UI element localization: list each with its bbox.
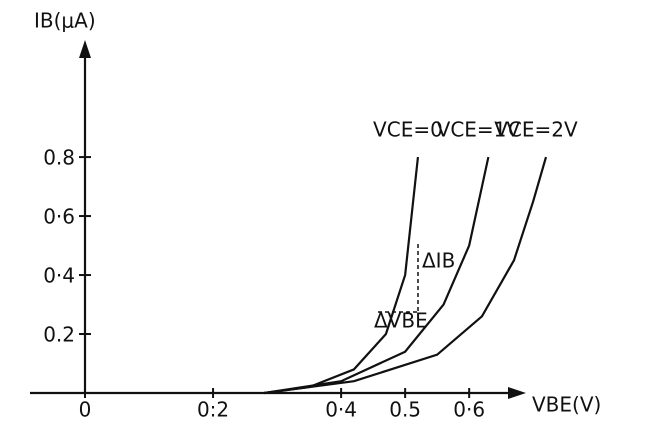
series-label: VCE=2V xyxy=(494,118,578,142)
y-tick-label: 0.8 xyxy=(43,146,75,170)
x-tick-label: 0·6 xyxy=(453,398,485,422)
y-axis-arrow xyxy=(79,40,91,58)
x-tick-label: 0:2 xyxy=(197,398,229,422)
x-tick-label: 0.5 xyxy=(389,398,421,422)
curve xyxy=(264,157,488,393)
y-tick-label: 0.2 xyxy=(43,323,75,347)
chart: IB(μA) VBE(V) ΔIB ΔVBE 0.2 0·4 0·6 0.8 0 0:2 0… xyxy=(0,0,645,429)
y-axis-label: IB(μA) xyxy=(34,9,96,33)
x-tick-label: 0·4 xyxy=(325,398,357,422)
x-axis-arrow xyxy=(508,387,526,399)
annotation: ΔIB xyxy=(422,249,455,273)
series-label: VCE=0 xyxy=(373,118,443,142)
y-tick-label: 0·6 xyxy=(43,205,75,229)
x-tick-label: 0 xyxy=(79,398,92,422)
y-tick-label: 0·4 xyxy=(43,264,75,288)
x-axis-label: VBE(V) xyxy=(532,393,601,417)
annotation: ΔVBE xyxy=(374,309,428,333)
